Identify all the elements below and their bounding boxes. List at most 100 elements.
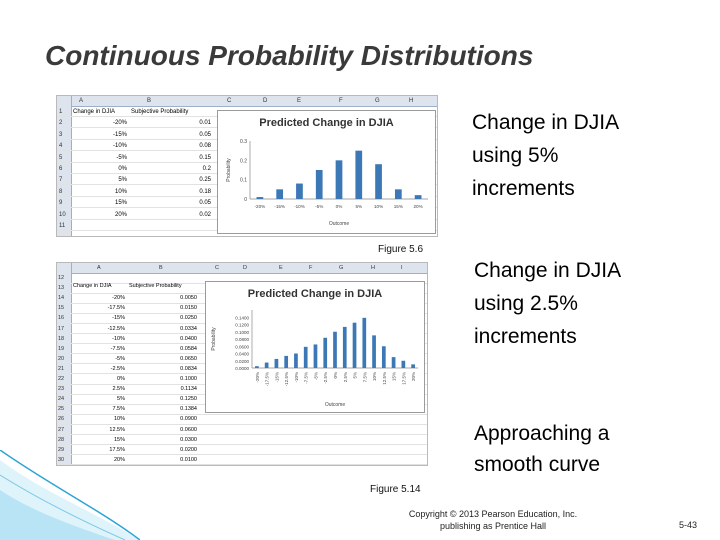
chart-title: Predicted Change in DJIA (247, 288, 383, 300)
table-cell-change: -10% (112, 143, 127, 150)
row-number: 2 (59, 120, 63, 127)
x-tick-label: -10% (294, 204, 305, 209)
chart-title: Predicted Change in DJIA (259, 117, 394, 129)
table-cell-change: -10% (112, 335, 125, 342)
bar--20% (256, 197, 264, 199)
table-cell-change: 7.5% (112, 406, 125, 413)
y-tick-label: 0.1 (240, 178, 247, 184)
bar-15% (391, 357, 396, 368)
row-number: 10 (59, 211, 66, 218)
row-number: 3 (59, 131, 63, 138)
bar-5% (355, 150, 363, 199)
table-cell-probability: 0.02 (199, 211, 211, 218)
bar--5% (313, 344, 318, 368)
table-cell-probability: 0.1000 (180, 376, 197, 382)
y-axis-title: Probability (226, 158, 232, 182)
header-change-in-djia: Change in DJIA (73, 283, 112, 289)
column-letter: C (227, 98, 232, 104)
table-cell-change: -7.5% (110, 345, 125, 352)
row-number: 23 (58, 386, 65, 393)
chart-plot: 0 0.1 0.2 0.3 -20% -15% -10% -5% 0% 5% 10% 15% 20% Ou… (226, 139, 428, 227)
x-tick-label: -15% (274, 372, 279, 383)
row-gridline (57, 413, 427, 415)
bar--15% (276, 189, 284, 199)
x-tick-label: -2.5% (323, 372, 328, 384)
table-cell-probability: 0.1250 (180, 396, 197, 403)
row-gridline (57, 434, 427, 435)
page-number: 5-43 (679, 520, 698, 530)
table-cell-probability: 0.25 (199, 177, 211, 184)
bar-20% (414, 195, 422, 199)
column-letter: G (339, 265, 344, 271)
figure-label-5-14: Figure 5.14 (370, 484, 421, 495)
table-cell-change: -15% (112, 131, 127, 138)
row-number: 26 (58, 416, 65, 423)
x-tick-label: -5% (315, 204, 323, 209)
decorative-swoosh (0, 450, 140, 540)
table-cell-probability: 0.0600 (180, 426, 197, 433)
table-cell-probability: 0.01 (199, 120, 211, 127)
table-cell-change: 20% (114, 211, 127, 218)
bar--2.5% (323, 337, 328, 368)
table-cell-probability: 0.15 (199, 154, 211, 161)
row-number: 21 (58, 365, 65, 372)
column-letter: A (97, 265, 101, 271)
table-cell-probability: 0.0650 (180, 355, 197, 362)
caption-2-5pct: Change in DJIA using 2.5% increments (474, 259, 620, 348)
x-tick-label: 7.5% (362, 372, 367, 382)
bar--15% (274, 358, 279, 368)
x-axis-title: Outcome (329, 221, 350, 227)
x-tick-label: -20% (255, 204, 266, 209)
column-letter: H (371, 265, 375, 271)
row-gridline (57, 454, 427, 456)
bar--17.5% (264, 362, 269, 368)
row-number: 13 (58, 285, 65, 292)
column-letter: D (263, 98, 268, 104)
spreadsheet-figure-5-14: A B C D E F G H I 12 13 14 15 16 17 18 19 20 21 22 23 24 25 26… (56, 262, 428, 466)
table-cell-change: 20% (113, 456, 125, 463)
chart-5pct: Predicted Change in DJIA 0 0.1 0.2 0.3 -20% -… (217, 110, 436, 234)
row-number-column (57, 96, 72, 236)
x-tick-label: -7.5% (304, 372, 309, 384)
row-number: 6 (59, 166, 63, 172)
row-number: 1 (59, 109, 63, 115)
table-cell-probability: 0.1134 (180, 386, 197, 393)
y-tick-label: 0.1000 (235, 330, 249, 335)
header-subjective-probability: Subjective Probability (129, 283, 182, 289)
x-tick-label: 5% (355, 204, 362, 209)
row-number: 18 (58, 335, 65, 342)
table-cell-probability: 0.0050 (180, 295, 197, 302)
row-number: 17 (58, 325, 65, 332)
row-gridline (57, 444, 427, 446)
table-cell-probability: 0.18 (199, 188, 211, 195)
bar--20% (255, 366, 259, 368)
bar-0% (335, 160, 343, 199)
chart-plot: 0.0000 0.0200 0.0400 0.0600 0.0800 0.1000 0.12… (211, 310, 418, 408)
table-cell-probability: 0.0900 (180, 416, 197, 423)
bar-15% (394, 189, 402, 199)
slide-title: Continuous Probability Distributions (45, 40, 534, 71)
table-cell-change: 10% (114, 188, 127, 195)
table-cell-change: 12.5% (109, 426, 125, 433)
row-number: 16 (58, 315, 65, 322)
row-number: 9 (59, 200, 63, 207)
bar--7.5% (303, 346, 308, 368)
column-letter: G (375, 98, 380, 104)
table-cell-change: -17.5% (107, 305, 125, 312)
bar-2.5% (342, 326, 347, 368)
row-number: 5 (59, 154, 63, 161)
column-letter: H (409, 98, 414, 104)
table-cell-probability: 0.0250 (180, 315, 197, 322)
x-tick-label: -15% (274, 204, 285, 209)
table-cell-probability: 0.0334 (180, 325, 197, 332)
bar-17.5% (401, 360, 406, 368)
row-gridline (57, 464, 427, 465)
x-tick-label: -12.5% (284, 372, 289, 386)
table-cell-change: 17.5% (109, 446, 125, 453)
y-tick-label: 0.1400 (235, 315, 249, 320)
table-cell-change: 5% (118, 177, 127, 184)
bar--5% (315, 170, 323, 199)
column-letter: A (79, 98, 84, 104)
x-axis-title: Outcome (325, 402, 346, 408)
